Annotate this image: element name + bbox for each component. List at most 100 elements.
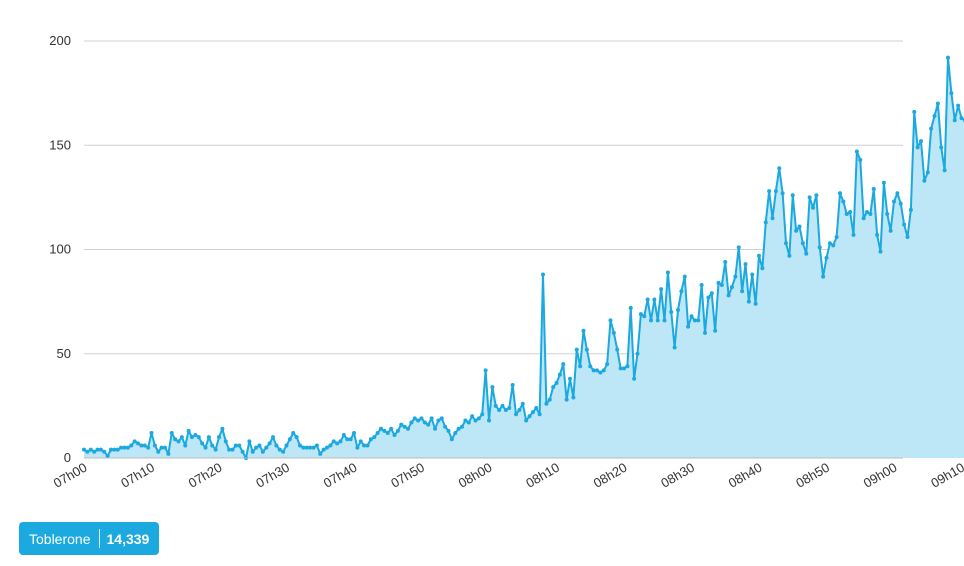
data-point[interactable]: [88, 447, 93, 452]
data-point[interactable]: [436, 418, 441, 423]
data-point[interactable]: [179, 435, 184, 440]
data-point[interactable]: [625, 364, 630, 369]
data-point[interactable]: [767, 189, 772, 194]
data-point[interactable]: [827, 241, 832, 246]
data-point[interactable]: [703, 330, 707, 335]
data-point[interactable]: [254, 445, 259, 450]
data-point[interactable]: [871, 187, 876, 192]
data-point[interactable]: [854, 149, 859, 154]
data-point[interactable]: [574, 347, 579, 352]
data-point[interactable]: [581, 328, 586, 333]
data-point[interactable]: [277, 447, 282, 452]
data-point[interactable]: [429, 416, 434, 421]
data-point[interactable]: [109, 447, 113, 452]
data-point[interactable]: [446, 428, 451, 433]
data-point[interactable]: [139, 443, 144, 448]
data-point[interactable]: [466, 420, 471, 425]
data-point[interactable]: [804, 251, 809, 256]
data-point[interactable]: [200, 441, 205, 446]
data-point[interactable]: [584, 347, 589, 352]
data-point[interactable]: [406, 426, 410, 431]
data-point[interactable]: [257, 443, 262, 448]
data-point[interactable]: [146, 445, 151, 450]
data-point[interactable]: [746, 299, 751, 304]
data-point[interactable]: [554, 380, 559, 385]
data-point[interactable]: [841, 199, 846, 204]
data-point[interactable]: [112, 447, 117, 452]
data-point[interactable]: [220, 426, 225, 431]
data-point[interactable]: [659, 287, 664, 292]
data-point[interactable]: [935, 101, 940, 106]
data-point[interactable]: [314, 443, 319, 448]
data-point[interactable]: [740, 289, 745, 294]
data-point[interactable]: [311, 445, 316, 450]
data-point[interactable]: [186, 428, 191, 433]
data-point[interactable]: [686, 324, 691, 329]
data-point[interactable]: [655, 318, 660, 323]
data-point[interactable]: [510, 383, 515, 388]
data-point[interactable]: [915, 145, 920, 150]
data-point[interactable]: [95, 447, 100, 452]
data-point[interactable]: [902, 222, 907, 227]
data-point[interactable]: [345, 437, 350, 442]
data-point[interactable]: [608, 318, 613, 323]
data-point[interactable]: [183, 443, 188, 448]
data-point[interactable]: [551, 385, 556, 390]
data-point[interactable]: [136, 441, 140, 446]
data-point[interactable]: [382, 428, 387, 433]
data-point[interactable]: [753, 301, 758, 306]
data-point[interactable]: [652, 297, 657, 302]
data-point[interactable]: [325, 445, 329, 450]
data-point[interactable]: [642, 314, 647, 319]
data-point[interactable]: [834, 234, 839, 239]
data-point[interactable]: [328, 443, 333, 448]
data-point[interactable]: [341, 433, 346, 438]
data-point[interactable]: [274, 443, 279, 448]
data-point[interactable]: [527, 414, 532, 419]
data-point[interactable]: [601, 368, 606, 373]
data-point[interactable]: [892, 199, 896, 204]
data-point[interactable]: [898, 201, 903, 206]
data-point[interactable]: [210, 443, 215, 448]
data-point[interactable]: [800, 241, 805, 246]
data-point[interactable]: [676, 307, 680, 312]
data-point[interactable]: [412, 416, 417, 421]
data-point[interactable]: [537, 412, 542, 417]
data-point[interactable]: [490, 385, 495, 390]
data-point[interactable]: [82, 447, 86, 452]
data-point[interactable]: [203, 445, 208, 450]
data-point[interactable]: [115, 447, 120, 452]
data-point[interactable]: [389, 426, 394, 431]
data-point[interactable]: [480, 412, 485, 417]
data-point[interactable]: [568, 376, 572, 381]
data-point[interactable]: [520, 401, 525, 406]
data-point[interactable]: [460, 424, 464, 429]
data-point[interactable]: [449, 437, 454, 442]
data-point[interactable]: [885, 212, 890, 217]
data-point[interactable]: [476, 416, 481, 421]
data-point[interactable]: [709, 291, 714, 296]
data-point[interactable]: [422, 420, 427, 425]
data-point[interactable]: [335, 441, 340, 446]
data-point[interactable]: [264, 445, 269, 450]
data-point[interactable]: [125, 445, 130, 450]
data-point[interactable]: [912, 109, 917, 114]
data-point[interactable]: [287, 437, 292, 442]
data-point[interactable]: [838, 191, 842, 196]
data-point[interactable]: [102, 449, 107, 454]
data-point[interactable]: [598, 370, 603, 375]
data-point[interactable]: [281, 449, 286, 454]
data-point[interactable]: [730, 285, 734, 290]
data-point[interactable]: [919, 139, 923, 144]
data-point[interactable]: [875, 232, 880, 237]
data-point[interactable]: [291, 430, 296, 435]
data-point[interactable]: [929, 126, 934, 131]
data-point[interactable]: [433, 426, 437, 431]
legend-series-button[interactable]: Toblerone 14,339: [19, 522, 160, 555]
data-point[interactable]: [588, 364, 593, 369]
data-point[interactable]: [784, 241, 788, 246]
data-point[interactable]: [723, 260, 728, 265]
data-point[interactable]: [881, 180, 886, 185]
data-point[interactable]: [85, 449, 90, 454]
data-point[interactable]: [284, 443, 289, 448]
